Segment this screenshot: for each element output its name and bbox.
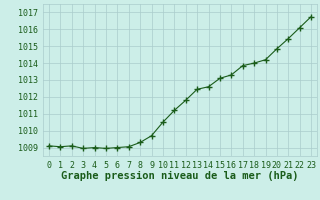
- X-axis label: Graphe pression niveau de la mer (hPa): Graphe pression niveau de la mer (hPa): [61, 171, 299, 181]
